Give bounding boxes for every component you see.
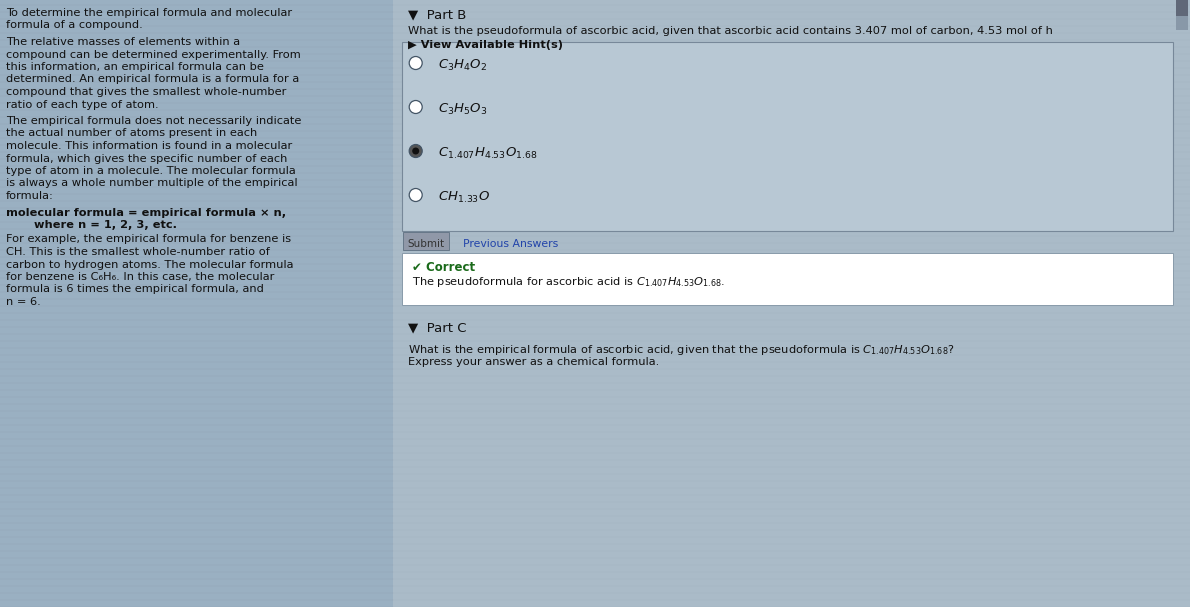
Bar [1176, 0, 1188, 30]
Text: where n = 1, 2, 3, etc.: where n = 1, 2, 3, etc. [35, 220, 177, 230]
Text: $C_3H_5O_3$: $C_3H_5O_3$ [438, 102, 487, 117]
Text: ▼  Part C: ▼ Part C [408, 321, 466, 334]
Text: What is the empirical formula of ascorbic acid, given that the pseudoformula is : What is the empirical formula of ascorbi… [408, 343, 954, 357]
Text: ▼  Part B: ▼ Part B [408, 8, 466, 21]
Text: Submit: Submit [407, 239, 444, 249]
Text: $C_3H_4O_2$: $C_3H_4O_2$ [438, 58, 487, 73]
Text: compound can be determined experimentally. From: compound can be determined experimentall… [6, 50, 301, 59]
Text: the actual number of atoms present in each: the actual number of atoms present in ea… [6, 129, 257, 138]
Circle shape [412, 148, 419, 155]
Text: To determine the empirical formula and molecular: To determine the empirical formula and m… [6, 8, 292, 18]
Text: is always a whole number multiple of the empirical: is always a whole number multiple of the… [6, 178, 298, 189]
FancyBboxPatch shape [402, 42, 1173, 231]
Text: formula is 6 times the empirical formula, and: formula is 6 times the empirical formula… [6, 285, 264, 294]
Text: for benzene is C₆H₆. In this case, the molecular: for benzene is C₆H₆. In this case, the m… [6, 272, 275, 282]
Text: molecular formula = empirical formula × n,: molecular formula = empirical formula × … [6, 208, 286, 217]
Text: formula of a compound.: formula of a compound. [6, 21, 143, 30]
Text: carbon to hydrogen atoms. The molecular formula: carbon to hydrogen atoms. The molecular … [6, 260, 294, 270]
Text: CH. This is the smallest whole-number ratio of: CH. This is the smallest whole-number ra… [6, 247, 270, 257]
Text: formula:: formula: [6, 191, 54, 201]
Text: ✔ Correct: ✔ Correct [412, 261, 475, 274]
Text: determined. An empirical formula is a formula for a: determined. An empirical formula is a fo… [6, 75, 299, 84]
Text: ▶ View Available Hint(s): ▶ View Available Hint(s) [408, 40, 563, 50]
Text: formula, which gives the specific number of each: formula, which gives the specific number… [6, 154, 287, 163]
Text: type of atom in a molecule. The molecular formula: type of atom in a molecule. The molecula… [6, 166, 296, 176]
Text: compound that gives the smallest whole-number: compound that gives the smallest whole-n… [6, 87, 287, 97]
Bar [393, 0, 1190, 607]
Text: $CH_{1.33}O$: $CH_{1.33}O$ [438, 190, 490, 205]
Text: For example, the empirical formula for benzene is: For example, the empirical formula for b… [6, 234, 292, 245]
Circle shape [409, 101, 422, 114]
Circle shape [409, 144, 422, 157]
Text: molecule. This information is found in a molecular: molecule. This information is found in a… [6, 141, 293, 151]
FancyBboxPatch shape [402, 253, 1173, 305]
FancyBboxPatch shape [402, 232, 449, 250]
Text: this information, an empirical formula can be: this information, an empirical formula c… [6, 62, 264, 72]
Text: Previous Answers: Previous Answers [463, 239, 558, 249]
Circle shape [409, 56, 422, 69]
Bar [0, 0, 393, 607]
Text: The relative masses of elements within a: The relative masses of elements within a [6, 37, 240, 47]
Circle shape [409, 189, 422, 202]
Text: The empirical formula does not necessarily indicate: The empirical formula does not necessari… [6, 116, 301, 126]
Text: The pseudoformula for ascorbic acid is $C_{1.407}H_{4.53}O_{1.68}$.: The pseudoformula for ascorbic acid is $… [412, 275, 725, 289]
Text: Express your answer as a chemical formula.: Express your answer as a chemical formul… [408, 357, 659, 367]
Text: What is the pseudoformula of ascorbic acid, given that ascorbic acid contains 3.: What is the pseudoformula of ascorbic ac… [408, 26, 1053, 36]
Bar [1176, 16, 1188, 30]
Text: n = 6.: n = 6. [6, 297, 40, 307]
Text: ratio of each type of atom.: ratio of each type of atom. [6, 100, 158, 109]
Text: $C_{1.407}H_{4.53}O_{1.68}$: $C_{1.407}H_{4.53}O_{1.68}$ [438, 146, 537, 161]
